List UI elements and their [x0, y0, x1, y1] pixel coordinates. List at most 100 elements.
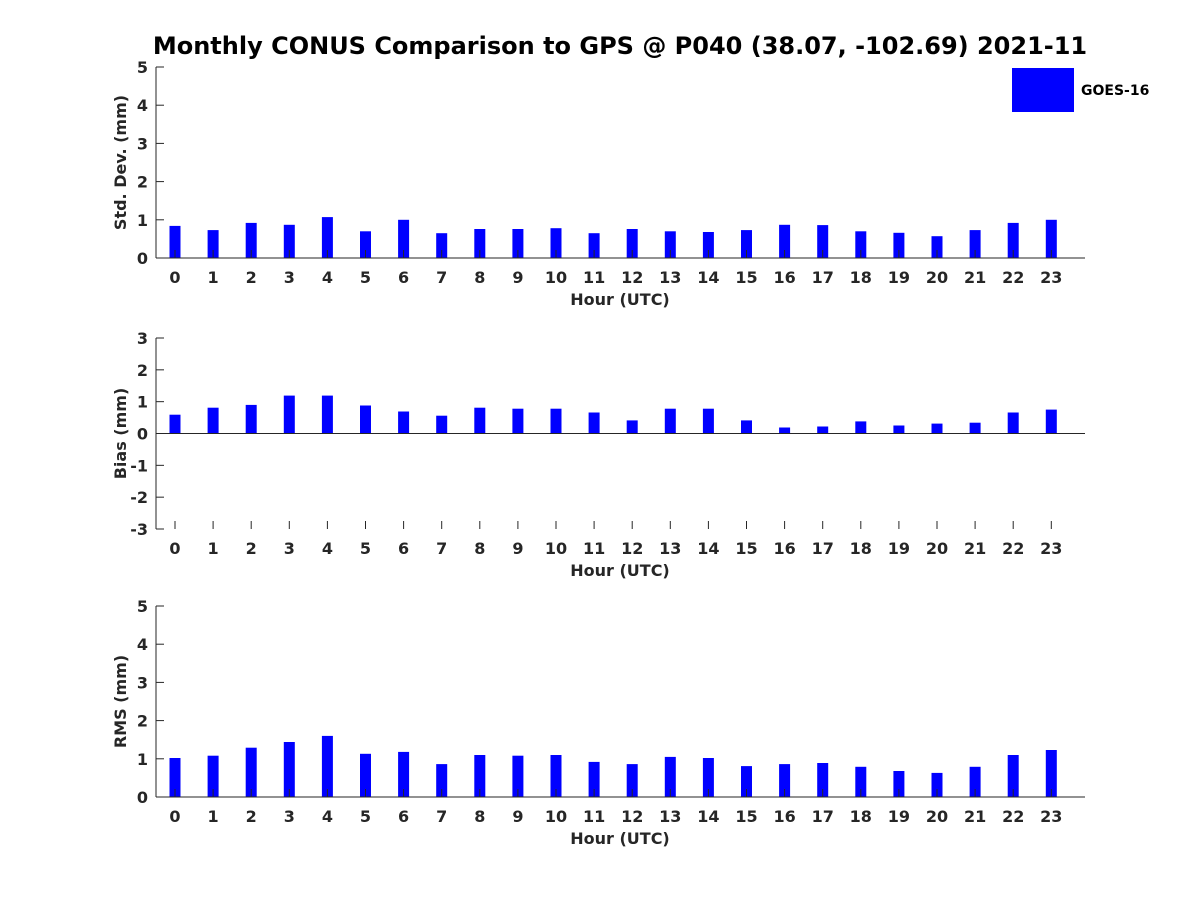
bar-bias-hour-12 — [626, 420, 638, 434]
x-tick-label-bias-10: 10 — [545, 539, 567, 558]
bar-std-hour-1 — [207, 230, 219, 258]
y-tick-label-bias-5: 2 — [137, 361, 148, 380]
bar-rms-hour-13 — [664, 756, 676, 797]
y-tick-label-std-4: 4 — [137, 96, 148, 115]
bar-std-hour-5 — [360, 231, 371, 258]
bar-rms-hour-16 — [779, 764, 791, 797]
x-tick-label-bias-7: 7 — [436, 539, 447, 558]
x-tick-label-std-8: 8 — [474, 268, 485, 287]
bar-bias-hour-19 — [893, 425, 905, 434]
y-tick-label-std-0: 0 — [137, 249, 148, 268]
bar-bias-hour-15 — [741, 420, 752, 434]
x-tick-label-rms-9: 9 — [512, 807, 523, 826]
x-tick-label-rms-19: 19 — [888, 807, 910, 826]
chart-title: Monthly CONUS Comparison to GPS @ P040 (… — [153, 32, 1087, 60]
x-tick-label-std-12: 12 — [621, 268, 643, 287]
x-tick-label-rms-22: 22 — [1002, 807, 1024, 826]
bar-std-hour-16 — [779, 224, 791, 258]
bar-bias-hour-8 — [474, 407, 486, 434]
bar-bias-hour-6 — [398, 411, 410, 434]
x-tick-label-std-5: 5 — [360, 268, 371, 287]
bar-rms-hour-23 — [1045, 750, 1057, 797]
y-tick-label-bias-6: 3 — [137, 329, 148, 348]
x-tick-label-bias-2: 2 — [246, 539, 257, 558]
bar-bias-hour-7 — [436, 415, 448, 434]
bar-rms-hour-14 — [702, 758, 714, 797]
x-tick-label-std-19: 19 — [888, 268, 910, 287]
bar-bias-hour-11 — [588, 412, 600, 434]
x-tick-label-rms-0: 0 — [169, 807, 180, 826]
x-tick-label-rms-13: 13 — [659, 807, 681, 826]
x-tick-label-rms-6: 6 — [398, 807, 409, 826]
x-tick-label-std-18: 18 — [850, 268, 872, 287]
bar-bias-hour-14 — [702, 408, 714, 434]
x-tick-label-rms-12: 12 — [621, 807, 643, 826]
bar-std-hour-23 — [1045, 219, 1057, 258]
bar-rms-hour-0 — [169, 758, 181, 797]
bar-bias-hour-2 — [245, 404, 257, 434]
x-tick-label-bias-11: 11 — [583, 539, 605, 558]
x-tick-label-bias-13: 13 — [659, 539, 681, 558]
y-tick-label-bias-4: 1 — [137, 393, 148, 412]
bar-std-hour-18 — [855, 231, 867, 258]
x-tick-label-rms-11: 11 — [583, 807, 605, 826]
y-tick-label-rms-0: 0 — [137, 788, 148, 807]
x-tick-label-rms-20: 20 — [926, 807, 948, 826]
x-tick-label-std-21: 21 — [964, 268, 986, 287]
x-tick-label-std-22: 22 — [1002, 268, 1024, 287]
bar-bias-hour-4 — [321, 395, 333, 434]
bar-rms-hour-10 — [550, 755, 562, 797]
y-tick-label-std-2: 2 — [137, 173, 148, 192]
x-tick-label-rms-21: 21 — [964, 807, 986, 826]
x-tick-label-bias-9: 9 — [512, 539, 523, 558]
bar-bias-hour-5 — [360, 405, 371, 434]
bar-rms-hour-5 — [360, 753, 371, 797]
bar-rms-hour-1 — [207, 755, 219, 797]
bar-rms-hour-9 — [512, 755, 524, 797]
x-tick-label-std-1: 1 — [208, 268, 219, 287]
x-tick-label-std-16: 16 — [773, 268, 795, 287]
bar-rms-hour-22 — [1007, 755, 1019, 797]
bar-std-hour-15 — [741, 230, 752, 258]
x-tick-label-rms-7: 7 — [436, 807, 447, 826]
bar-rms-hour-6 — [398, 751, 410, 797]
x-tick-label-rms-16: 16 — [773, 807, 795, 826]
y-tick-label-std-1: 1 — [137, 211, 148, 230]
y-axis-label-std: Std. Dev. (mm) — [111, 95, 130, 230]
bar-bias-hour-0 — [169, 414, 181, 434]
y-tick-label-rms-5: 5 — [137, 597, 148, 616]
bar-bias-hour-18 — [855, 421, 867, 434]
bar-rms-hour-21 — [969, 766, 981, 797]
x-tick-label-std-17: 17 — [812, 268, 834, 287]
bar-std-hour-7 — [436, 233, 448, 258]
x-tick-label-rms-10: 10 — [545, 807, 567, 826]
x-tick-label-rms-2: 2 — [246, 807, 257, 826]
y-tick-label-rms-3: 3 — [137, 673, 148, 692]
bar-std-hour-10 — [550, 228, 562, 258]
bar-std-hour-8 — [474, 229, 486, 258]
x-tick-label-std-11: 11 — [583, 268, 605, 287]
bar-rms-hour-17 — [817, 763, 829, 797]
x-tick-label-std-2: 2 — [246, 268, 257, 287]
x-tick-label-rms-17: 17 — [812, 807, 834, 826]
x-tick-label-bias-12: 12 — [621, 539, 643, 558]
bar-bias-hour-22 — [1007, 412, 1019, 434]
y-tick-label-rms-2: 2 — [137, 712, 148, 731]
x-tick-label-bias-17: 17 — [812, 539, 834, 558]
bar-bias-hour-9 — [512, 408, 524, 434]
bar-std-hour-2 — [245, 222, 257, 258]
x-tick-label-std-20: 20 — [926, 268, 948, 287]
bar-std-hour-20 — [931, 236, 943, 258]
x-tick-label-std-15: 15 — [735, 268, 757, 287]
bar-std-hour-6 — [398, 219, 410, 258]
bar-std-hour-4 — [321, 217, 333, 258]
x-axis-label-std: Hour (UTC) — [570, 290, 670, 309]
x-tick-label-bias-14: 14 — [697, 539, 719, 558]
x-tick-label-std-3: 3 — [284, 268, 295, 287]
bar-rms-hour-7 — [436, 764, 448, 797]
